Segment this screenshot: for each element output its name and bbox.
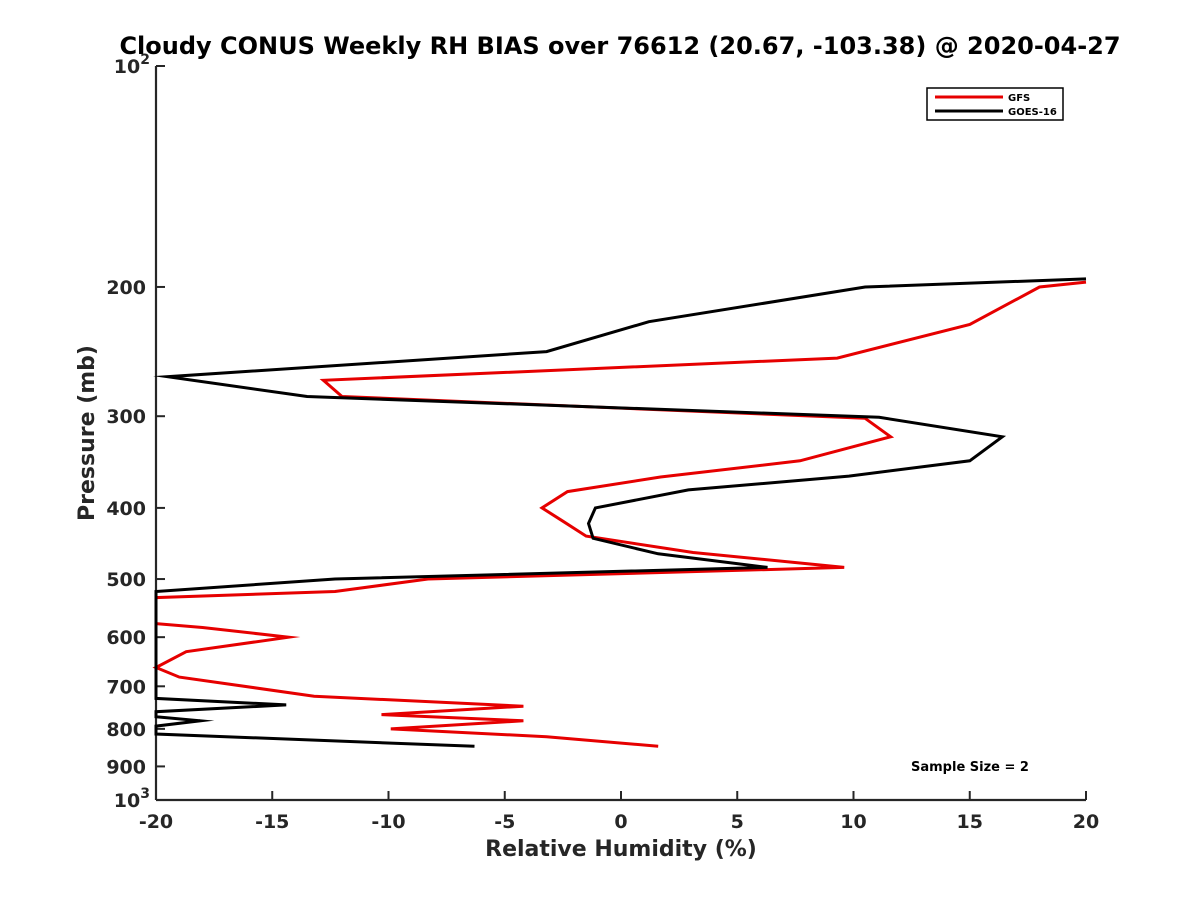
x-tick-label: 20: [1073, 811, 1099, 833]
y-tick-label: 500: [106, 569, 146, 591]
x-tick-label: -20: [139, 811, 173, 833]
y-tick-label: 900: [106, 756, 146, 778]
legend-label: GFS: [1008, 93, 1030, 104]
legend-label: GOES-16: [1008, 107, 1057, 118]
x-tick-label: 15: [957, 811, 983, 833]
legend-box: [926, 87, 1064, 121]
x-tick-label: 10: [840, 811, 866, 833]
y-axis-label: Pressure (mb): [75, 345, 100, 521]
y-tick-label: 700: [106, 676, 146, 698]
y-tick-label: 300: [106, 406, 146, 428]
plot-area: -20 -15 -10 -5 0 5 10 15 20 102 200 300 400 500 600 700…: [106, 52, 1099, 833]
y-tick-label: 800: [106, 719, 146, 741]
x-tick-label: -5: [494, 811, 515, 833]
legend: GFS GOES-16: [926, 87, 1064, 121]
y-tick-label: 400: [106, 498, 146, 520]
y-tick-label: 200: [106, 277, 146, 299]
x-tick-label: 5: [731, 811, 744, 833]
chart-title: Cloudy CONUS Weekly RH BIAS over 76612 (…: [119, 32, 1120, 60]
series-line-goes-16: [153, 277, 1087, 748]
x-tick-label: -15: [255, 811, 289, 833]
series-line-gfs: [152, 280, 1087, 748]
y-tick-label: 102: [114, 52, 150, 78]
x-tick-label: 0: [614, 811, 627, 833]
x-tick-label: -10: [371, 811, 405, 833]
y-tick-label: 600: [106, 627, 146, 649]
y-tick-label: 103: [114, 786, 150, 812]
sample-size-annotation: Sample Size = 2: [911, 760, 1029, 775]
x-axis-label: Relative Humidity (%): [485, 837, 757, 862]
